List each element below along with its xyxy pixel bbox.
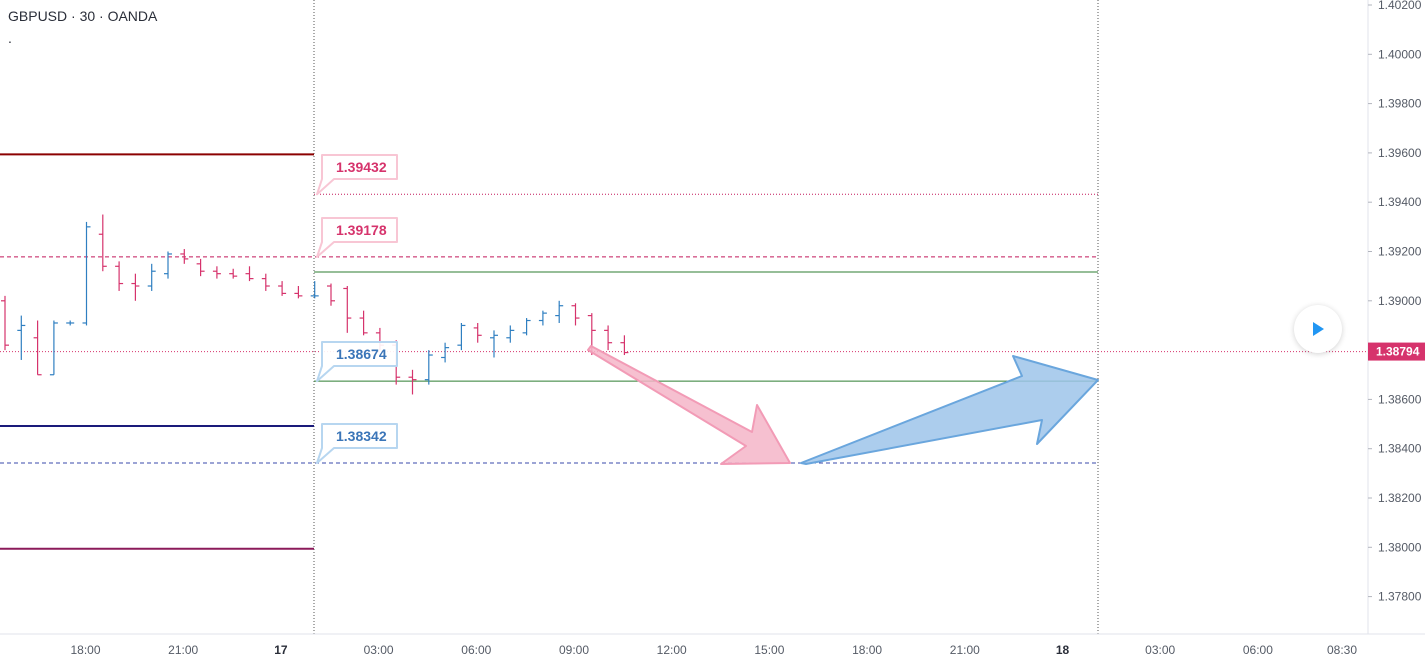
ohlc-bar bbox=[180, 249, 189, 264]
time-tick-label: 03:00 bbox=[364, 643, 394, 657]
level-labels: 1.39432 1.39178 1.38674 1.38342 bbox=[316, 154, 398, 464]
price-tick-label: 1.40000 bbox=[1378, 47, 1422, 61]
projection-arrows bbox=[587, 345, 1099, 465]
current-price-tag bbox=[1368, 342, 1425, 361]
level-callout-box bbox=[316, 423, 398, 464]
ohlc-bar bbox=[261, 273, 270, 291]
time-tick-label: 09:00 bbox=[559, 643, 589, 657]
level-callout-box bbox=[316, 341, 398, 383]
current-price-label: 1.38794 bbox=[1376, 345, 1420, 359]
ohlc-bar bbox=[17, 315, 26, 360]
ohlc-bar bbox=[196, 258, 205, 277]
ohlc-bar bbox=[164, 251, 172, 279]
level-callout-text: 1.39432 bbox=[336, 159, 387, 175]
ohlc-bar bbox=[359, 310, 368, 336]
horizontal-levels bbox=[0, 153, 1367, 550]
level-callout: 1.39178 bbox=[316, 217, 398, 258]
time-tick-label: 06:00 bbox=[461, 643, 491, 657]
time-tick-label: 06:00 bbox=[1243, 643, 1273, 657]
price-tick-label: 1.38400 bbox=[1378, 442, 1422, 456]
ohlc-bar bbox=[245, 266, 254, 282]
up-arrow-icon bbox=[800, 355, 1099, 465]
time-tick-label: 15:00 bbox=[754, 643, 784, 657]
price-tick-label: 1.38200 bbox=[1378, 491, 1422, 505]
ohlc-bar bbox=[441, 342, 450, 363]
ohlc-bar bbox=[473, 322, 482, 343]
ohlc-bar bbox=[49, 320, 58, 376]
ohlc-bar bbox=[212, 266, 221, 279]
ohlc-bar bbox=[294, 286, 303, 299]
play-icon bbox=[1313, 322, 1324, 336]
ohlc-bar bbox=[522, 318, 531, 336]
time-tick-label: 21:00 bbox=[168, 643, 198, 657]
time-tick-label: 18:00 bbox=[70, 643, 100, 657]
time-axis: 18:00 21:00 17 03:00 06:00 09:00 12:00 15:00 18:… bbox=[0, 633, 1425, 657]
price-tick-label: 1.38600 bbox=[1378, 392, 1422, 406]
price-tick-label: 1.38000 bbox=[1378, 540, 1422, 554]
legend-status-dot: . bbox=[8, 30, 12, 46]
ohlc-bars bbox=[1, 214, 629, 395]
ohlc-bar bbox=[278, 281, 287, 296]
price-tick-label: 1.39200 bbox=[1378, 245, 1422, 259]
price-axis: 1.40200 1.40000 1.39800 1.39600 1.39400 1.392… bbox=[1367, 0, 1425, 634]
level-callout-text: 1.39178 bbox=[336, 222, 387, 238]
level-callout-text: 1.38674 bbox=[336, 346, 387, 362]
time-tick-label: 12:00 bbox=[657, 643, 687, 657]
ohlc-bar bbox=[408, 369, 417, 395]
ohlc-bar bbox=[1, 295, 9, 351]
ohlc-bar bbox=[424, 350, 433, 385]
time-tick-label: 18 bbox=[1056, 643, 1070, 657]
price-tick-label: 1.39000 bbox=[1378, 294, 1422, 308]
level-callout-box bbox=[316, 217, 398, 258]
time-tick-label: 03:00 bbox=[1145, 643, 1175, 657]
price-tick-label: 1.40200 bbox=[1378, 0, 1422, 12]
ohlc-bar bbox=[343, 286, 352, 333]
level-callout-text: 1.38342 bbox=[336, 428, 387, 444]
ohlc-bar bbox=[506, 325, 515, 343]
ohlc-bar bbox=[620, 335, 629, 356]
time-tick-label: 18:00 bbox=[852, 643, 882, 657]
ohlc-bar bbox=[229, 268, 238, 279]
ohlc-bar bbox=[66, 320, 75, 326]
price-tick-label: 1.39800 bbox=[1378, 97, 1422, 111]
level-callout: 1.38342 bbox=[316, 423, 398, 464]
level-callout-box bbox=[316, 154, 398, 196]
ohlc-bar bbox=[457, 322, 466, 351]
price-tick-label: 1.37800 bbox=[1378, 590, 1422, 604]
level-callout: 1.39432 bbox=[316, 154, 398, 196]
ohlc-bar bbox=[131, 273, 140, 301]
time-tick-label: 17 bbox=[274, 643, 288, 657]
ohlc-bar bbox=[327, 283, 335, 306]
price-tick-label: 1.39400 bbox=[1378, 195, 1422, 209]
ohlc-bar bbox=[33, 320, 42, 376]
ohlc-bar bbox=[115, 261, 124, 291]
ohlc-bar bbox=[538, 310, 547, 326]
price-tick-label: 1.39600 bbox=[1378, 146, 1422, 160]
chart-background bbox=[313, 0, 1099, 634]
ohlc-bar bbox=[147, 263, 156, 291]
level-callout: 1.38674 bbox=[316, 341, 398, 383]
down-arrow-icon bbox=[587, 345, 791, 465]
symbol-legend: GBPUSD · 30 · OANDA bbox=[8, 8, 158, 24]
time-tick-label: 08:30 bbox=[1327, 643, 1357, 657]
ohlc-bar bbox=[604, 325, 613, 351]
time-tick-label: 21:00 bbox=[950, 643, 980, 657]
ohlc-bar bbox=[82, 221, 91, 326]
ohlc-bar bbox=[310, 281, 319, 299]
ohlc-bar bbox=[571, 303, 580, 326]
ohlc-bar bbox=[555, 300, 564, 323]
ohlc-bar bbox=[490, 330, 498, 358]
scroll-to-realtime-button[interactable] bbox=[1294, 305, 1342, 353]
ohlc-bar bbox=[98, 214, 107, 272]
